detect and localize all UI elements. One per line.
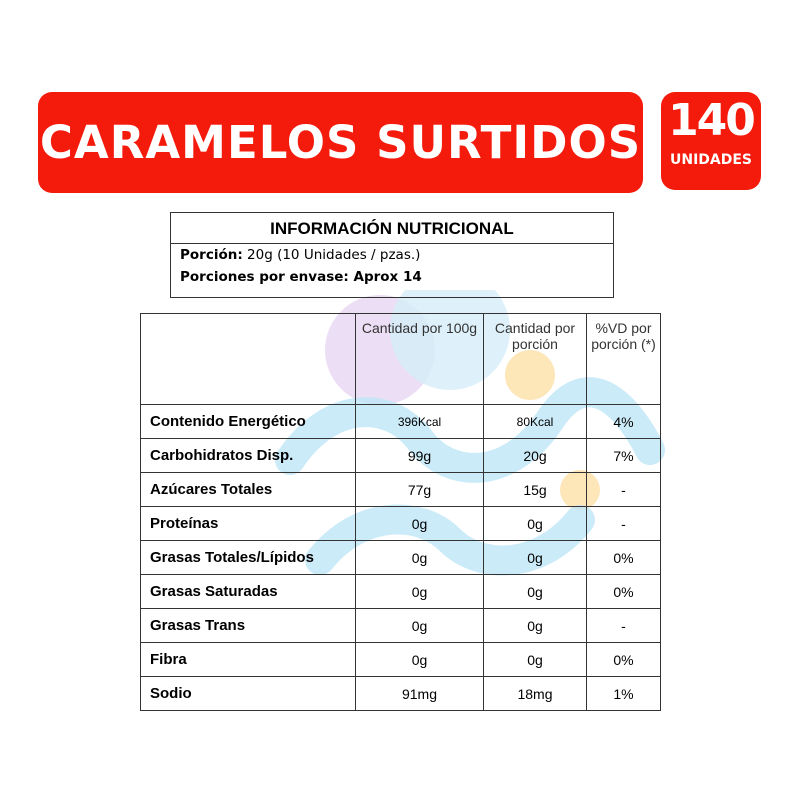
per-portion-value: 15g [483, 472, 587, 507]
table-row: Sodio 91mg 18mg 1% [140, 676, 661, 711]
per-100g-value: 396Kcal [355, 404, 484, 439]
nutrient-name: Proteínas [140, 506, 356, 541]
product-title-banner: CARAMELOS SURTIDOS [38, 92, 643, 193]
table-row: Grasas Trans 0g 0g - [140, 608, 661, 643]
table-row: Fibra 0g 0g 0% [140, 642, 661, 677]
unit-label: UNIDADES [669, 152, 753, 168]
per-portion-value: 80Kcal [483, 404, 587, 439]
product-title: CARAMELOS SURTIDOS [39, 116, 642, 169]
nutrition-table: Cantidad por 100g Cantidad por porción %… [140, 313, 661, 711]
vd-value: 0% [586, 574, 661, 609]
table-row: Contenido Energético 396Kcal 80Kcal 4% [140, 404, 661, 439]
unit-count-badge: 140 UNIDADES [661, 92, 761, 190]
nutrient-name: Grasas Trans [140, 608, 356, 643]
header-empty [140, 313, 356, 405]
servings-line: Porciones por envase: Aprox 14 [171, 266, 613, 288]
per-portion-value: 20g [483, 438, 587, 473]
per-portion-value: 0g [483, 608, 587, 643]
header-per-100g: Cantidad por 100g [355, 313, 484, 405]
nutrient-name: Grasas Saturadas [140, 574, 356, 609]
portion-label: Porción: [180, 247, 243, 263]
nutrition-title: INFORMACIÓN NUTRICIONAL [171, 213, 613, 244]
table-header: Cantidad por 100g Cantidad por porción %… [140, 313, 661, 405]
per-100g-value: 0g [355, 574, 484, 609]
nutrient-name: Contenido Energético [140, 404, 356, 439]
vd-value: 7% [586, 438, 661, 473]
per-100g-value: 77g [355, 472, 484, 507]
per-portion-value: 0g [483, 540, 587, 575]
vd-value: 4% [586, 404, 661, 439]
per-100g-value: 0g [355, 642, 484, 677]
header-vd: %VD por porción (*) [586, 313, 661, 405]
vd-value: - [586, 608, 661, 643]
servings-text: Porciones por envase: Aprox 14 [180, 269, 422, 285]
table-row: Grasas Totales/Lípidos 0g 0g 0% [140, 540, 661, 575]
table-row: Proteínas 0g 0g - [140, 506, 661, 541]
table-row: Grasas Saturadas 0g 0g 0% [140, 574, 661, 609]
vd-value: 0% [586, 540, 661, 575]
table-row: Carbohidratos Disp. 99g 20g 7% [140, 438, 661, 473]
portion-value: 20g (10 Unidades / pzas.) [242, 247, 421, 263]
per-portion-value: 0g [483, 642, 587, 677]
nutrient-name: Grasas Totales/Lípidos [140, 540, 356, 575]
unit-count: 140 [668, 95, 756, 146]
header-per-portion: Cantidad por porción [483, 313, 587, 405]
per-portion-value: 0g [483, 506, 587, 541]
per-100g-value: 0g [355, 506, 484, 541]
table-row: Azúcares Totales 77g 15g - [140, 472, 661, 507]
nutrient-name: Fibra [140, 642, 356, 677]
nutrition-info-box: INFORMACIÓN NUTRICIONAL Porción: 20g (10… [170, 212, 614, 298]
nutrient-name: Azúcares Totales [140, 472, 356, 507]
per-100g-value: 99g [355, 438, 484, 473]
per-100g-value: 91mg [355, 676, 484, 711]
per-portion-value: 18mg [483, 676, 587, 711]
vd-value: 1% [586, 676, 661, 711]
nutrient-name: Sodio [140, 676, 356, 711]
vd-value: 0% [586, 642, 661, 677]
per-100g-value: 0g [355, 608, 484, 643]
per-100g-value: 0g [355, 540, 484, 575]
portion-line: Porción: 20g (10 Unidades / pzas.) [171, 244, 613, 266]
per-portion-value: 0g [483, 574, 587, 609]
vd-value: - [586, 472, 661, 507]
vd-value: - [586, 506, 661, 541]
nutrient-name: Carbohidratos Disp. [140, 438, 356, 473]
